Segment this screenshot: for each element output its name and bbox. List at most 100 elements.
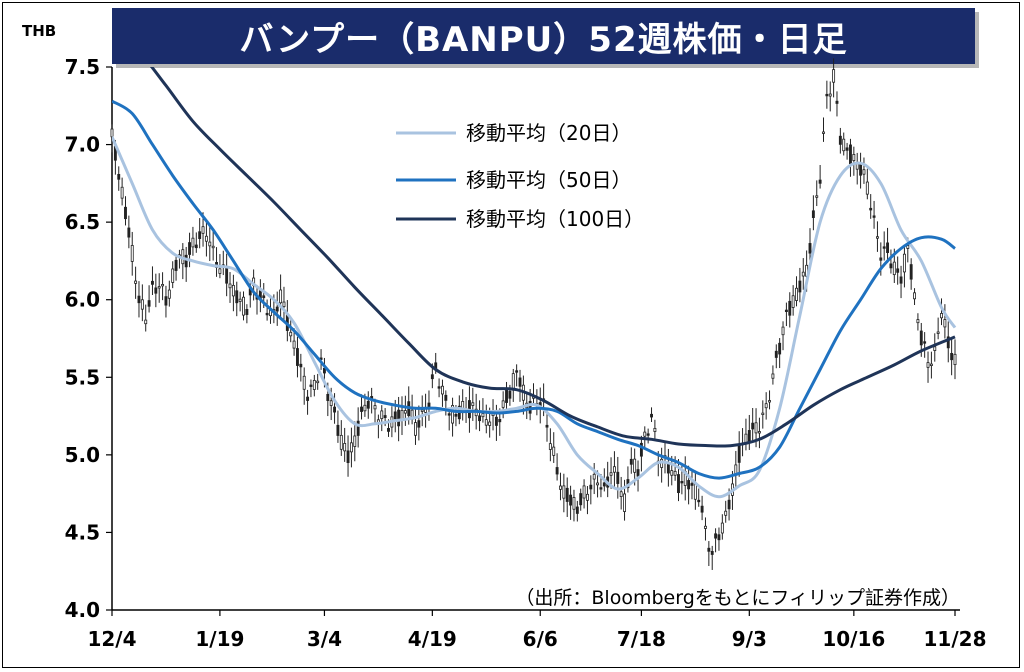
candle-body bbox=[815, 195, 819, 198]
candle-body bbox=[312, 380, 316, 390]
candle-body bbox=[188, 242, 192, 255]
candle-body bbox=[865, 181, 869, 195]
candle-body bbox=[562, 485, 566, 499]
candle-body bbox=[818, 179, 822, 184]
candle-body bbox=[140, 299, 144, 310]
candle-body bbox=[623, 493, 626, 512]
candle-body bbox=[889, 263, 893, 269]
candle-body bbox=[441, 385, 444, 395]
candle-body bbox=[586, 493, 589, 501]
candle-body bbox=[653, 427, 657, 432]
candle-body bbox=[444, 394, 448, 401]
candle-body bbox=[299, 363, 303, 368]
candle-body bbox=[953, 353, 957, 366]
candle-body bbox=[724, 510, 728, 516]
candle-body bbox=[704, 525, 707, 529]
candle-body bbox=[680, 481, 684, 484]
candle-body bbox=[417, 420, 421, 428]
candle-body bbox=[892, 261, 896, 276]
candle-body bbox=[282, 301, 286, 308]
candle-body bbox=[690, 483, 694, 486]
candle-body bbox=[515, 370, 519, 373]
candle-body bbox=[768, 400, 771, 403]
candle-body bbox=[420, 409, 424, 412]
candle-body bbox=[151, 280, 154, 285]
y-tick-label: 4.0 bbox=[65, 598, 100, 622]
candle-body bbox=[791, 295, 795, 308]
moving-average-lines bbox=[112, 67, 957, 499]
candle-body bbox=[852, 154, 856, 161]
candle-body bbox=[289, 331, 293, 337]
candle-body bbox=[909, 264, 913, 280]
candle-body bbox=[501, 400, 505, 408]
candle-body bbox=[677, 474, 680, 494]
candle-body bbox=[835, 100, 839, 104]
candle-body bbox=[201, 226, 205, 234]
candle-body bbox=[481, 413, 485, 418]
x-tick-label: 11/28 bbox=[924, 627, 987, 651]
candle-body bbox=[194, 244, 198, 249]
candle-body bbox=[380, 410, 384, 420]
candle-body bbox=[751, 422, 755, 430]
candle-body bbox=[673, 470, 677, 476]
candle-body bbox=[565, 487, 569, 502]
candle-body bbox=[302, 375, 306, 390]
candle-body bbox=[451, 405, 455, 424]
candle-body bbox=[707, 547, 711, 552]
candle-body bbox=[117, 173, 121, 180]
candle-body bbox=[373, 405, 377, 410]
candle-body bbox=[208, 241, 212, 247]
candle-body bbox=[437, 386, 441, 389]
x-tick-label: 7/18 bbox=[617, 627, 666, 651]
candle-body bbox=[387, 428, 390, 432]
candle-body bbox=[875, 236, 879, 239]
candle-body bbox=[697, 499, 701, 503]
candle-body bbox=[845, 147, 849, 151]
candle-body bbox=[919, 330, 923, 346]
candle-body bbox=[414, 422, 417, 436]
candle-body bbox=[599, 487, 603, 490]
candle-body bbox=[555, 467, 559, 475]
candle-body bbox=[761, 412, 765, 415]
candle-body bbox=[687, 480, 691, 490]
candle-body bbox=[778, 342, 782, 355]
candle-body bbox=[589, 484, 593, 490]
candle-body bbox=[127, 227, 131, 238]
candle-body bbox=[774, 350, 778, 358]
candle-body bbox=[896, 268, 900, 273]
candle-body bbox=[727, 499, 731, 510]
candle-body bbox=[602, 482, 606, 487]
candle-body bbox=[403, 410, 407, 414]
candle-body bbox=[879, 257, 883, 261]
candle-body bbox=[832, 69, 836, 83]
candle-body bbox=[619, 491, 623, 498]
candle-body bbox=[144, 319, 148, 325]
candle-body bbox=[211, 245, 215, 249]
candle-body bbox=[171, 268, 175, 283]
candle-body bbox=[147, 300, 151, 307]
candle-body bbox=[859, 163, 863, 176]
candle-body bbox=[902, 253, 906, 273]
legend-label: 移動平均（20日） bbox=[466, 121, 631, 145]
candle-body bbox=[326, 393, 330, 401]
candle-body bbox=[552, 446, 556, 456]
ma100-line bbox=[149, 67, 956, 448]
x-axis: 12/4 1/19 3/4 4/19 6/6 7/18 9/3 10/16 11/28 bbox=[87, 609, 987, 651]
x-tick-label: 3/4 bbox=[307, 627, 342, 651]
candle-body bbox=[296, 348, 299, 366]
candle-body bbox=[950, 352, 954, 361]
candle-body bbox=[572, 497, 576, 510]
candle-body bbox=[134, 280, 138, 284]
candle-body bbox=[639, 442, 643, 457]
candle-body bbox=[366, 400, 370, 409]
candle-body bbox=[316, 380, 320, 384]
candle-body bbox=[923, 341, 927, 344]
candle-body bbox=[788, 300, 792, 316]
price-candles bbox=[110, 58, 957, 570]
candle-body bbox=[781, 326, 785, 336]
candle-body bbox=[484, 419, 488, 426]
candle-body bbox=[120, 186, 124, 199]
candle-body bbox=[612, 466, 616, 473]
candle-body bbox=[609, 472, 613, 476]
candle-body bbox=[383, 415, 387, 419]
